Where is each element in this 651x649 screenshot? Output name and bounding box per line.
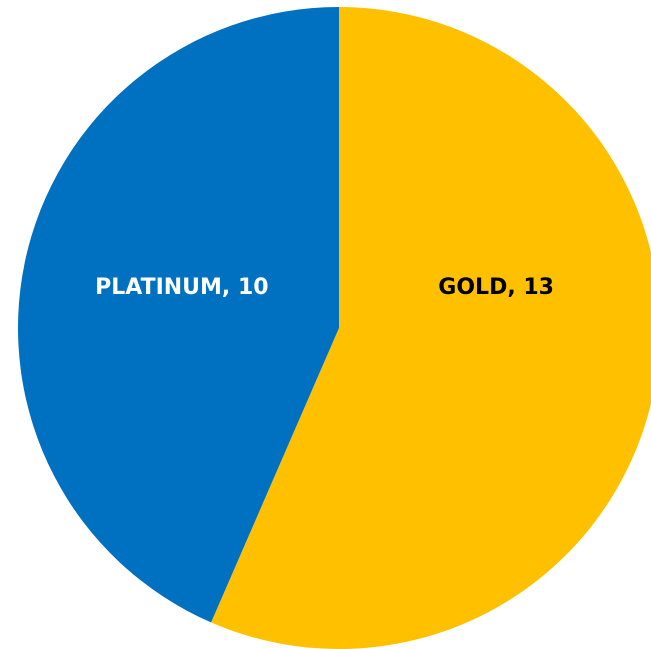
pie-slice-gold — [211, 7, 651, 649]
pie-slices — [18, 7, 651, 649]
pie-label-gold: GOLD, 13 — [438, 275, 554, 300]
pie-labels: GOLD, 13 PLATINUM, 10 — [95, 275, 554, 300]
pie-slice-platinum — [18, 7, 339, 623]
pie-label-platinum: PLATINUM, 10 — [95, 275, 268, 300]
